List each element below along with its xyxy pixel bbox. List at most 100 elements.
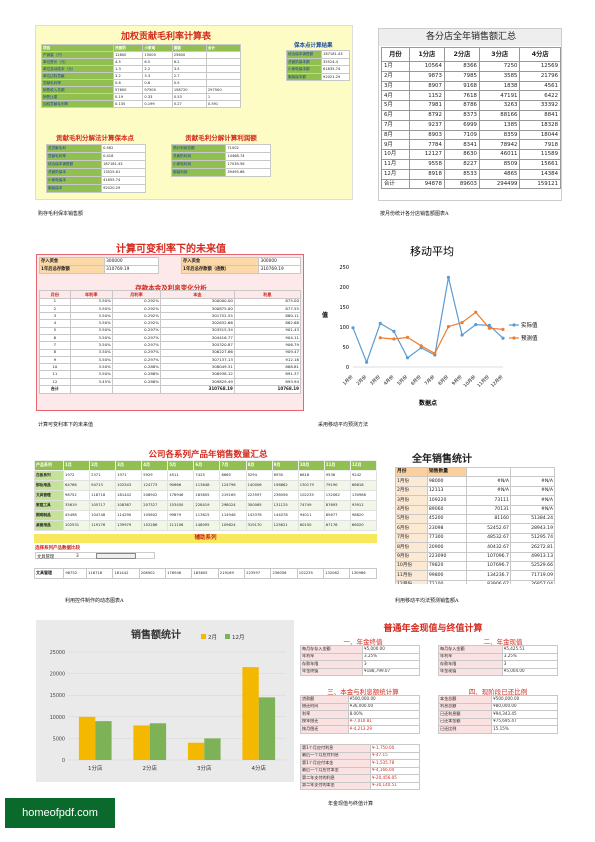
table-cell: 158720 [171, 86, 207, 94]
table-cell: ¥5,000.00 [362, 645, 420, 654]
total-row: 合计 310768.19 10768.19 [39, 385, 302, 394]
table-row: 1 3.50% 0.292% 300000.00 875.00 [39, 297, 302, 306]
table-cell: 909.47 [233, 348, 302, 357]
table-cell: 13525.61 [101, 168, 146, 177]
table-cell: 309829.49 [159, 377, 235, 387]
table-cell: ¥-4,166.04 [369, 766, 421, 775]
summary-cell: 181442 [112, 568, 140, 579]
chart-title: 销售额统计 [131, 628, 181, 641]
table-cell: 3月份 [395, 495, 428, 506]
table-cell: 45200 [426, 513, 468, 525]
table-cell: 利率 [300, 710, 349, 719]
table-cell: 125621 [271, 520, 299, 531]
table-row: 洗面奶保本 13525.61 [45, 168, 146, 177]
table-cell: 3.50% [69, 370, 113, 379]
table-cell: 877.55 [233, 304, 302, 314]
table-cell: 最后一个月应付本金 [300, 766, 371, 775]
header-cell: 洗面奶 [113, 44, 144, 52]
table-cell: 6930 [271, 470, 299, 481]
table-cell: 服装保本 [45, 184, 103, 193]
table-cell: ¥36,000.00 [347, 702, 421, 711]
legend-label: 预测值 [521, 334, 538, 342]
table-cell: 0.19 [113, 93, 144, 101]
table-cell: 39495.68 [225, 168, 271, 177]
table-row: 洗面奶利润 14468.74 [170, 152, 271, 161]
table-cell: 第二年支付的利息 [300, 774, 371, 783]
table-cell: 洗面奶保本 [45, 168, 103, 177]
table-cell: 7 [39, 341, 71, 350]
annuity-present-table: 每月存入金额 ¥5,425.51 年利率 3.25% 存款年限 3 年金现值 ¥5,004.0… [438, 645, 559, 676]
table-cell: 年利率 [438, 652, 503, 661]
table-cell: 6月 [381, 109, 410, 121]
table-row: 11月 9558 8227 8509 15661 [381, 158, 561, 170]
header-cell: 8月 [245, 460, 273, 471]
table-cell: 1972 [63, 470, 91, 481]
table-row: 存款年限 3 [299, 660, 420, 669]
table-cell: 888.81 [233, 363, 302, 372]
series-point [405, 335, 410, 339]
table-cell: 12月 [381, 168, 410, 180]
table-cell: 1年后总存款额 [38, 265, 106, 274]
table-cell: 47191 [478, 90, 521, 102]
table-cell: 6999 [443, 119, 480, 131]
y-tick-label: 250 [339, 265, 349, 271]
total-cell: 310768.19 [159, 385, 235, 394]
y-tick-label: 0 [346, 365, 349, 371]
table-cell: 130179 [297, 480, 325, 491]
bar-1 [149, 723, 167, 760]
table-cell: 14468.74 [225, 152, 271, 161]
table-cell: 124773 [141, 480, 169, 491]
summary-cell: 130986 [349, 568, 377, 579]
bar-1 [95, 721, 112, 760]
table-cell: 3.25% [501, 652, 559, 661]
table-cell: 3.25% [362, 652, 420, 661]
table-row: 10月份 79820 107696.7 52529.66 [395, 560, 556, 572]
table-cell: 9月份 [395, 551, 428, 562]
table-cell: 107096.7 [466, 551, 511, 562]
table-cell: 0.297% [111, 348, 161, 357]
table-cell: 1月 [381, 61, 410, 72]
table-cell: 8792 [408, 109, 445, 121]
x-tick-label: 10月份 [462, 373, 478, 389]
selector-index[interactable]: 3 [76, 554, 79, 559]
table-cell: 0.292% [111, 297, 161, 306]
table-cell: 9536 [323, 470, 351, 481]
table-cell: 11 [39, 370, 71, 379]
table-row: 贷款额 ¥500,000.00 [300, 695, 421, 704]
table-cell: 4 [39, 319, 71, 328]
table-cell: 26272.81 [509, 542, 556, 553]
table-cell: 114290 [115, 510, 143, 521]
table-cell: 3.45% [69, 377, 113, 387]
table-cell: 第二年支付的本金 [300, 781, 371, 790]
table-cell: 105602 [141, 510, 169, 521]
table-row: 第1个月应付利息 ¥-1,750.00 [300, 744, 421, 753]
table-row: 9月份 223090 107096.7 49913.13 [395, 551, 556, 562]
table-cell: 3.2 [113, 72, 144, 80]
table-row: 9月 7784 8341 78942 7918 [381, 139, 561, 151]
header-row: 月份 销售数量 [395, 466, 556, 478]
x-tick-label: 2月份 [355, 373, 369, 387]
series-point [474, 323, 478, 327]
table-cell: 3.50% [69, 355, 113, 365]
break-even-table: 综合保本销售额 187181.43 洗面奶保本额 35524.4 小家电保本额 61635… [285, 50, 350, 81]
table-row: 单位售价（元） 4.5 6.5 6.2 [40, 58, 242, 66]
table-cell: 8341 [443, 139, 480, 151]
brand-logo[interactable]: homeofpdf.com [5, 798, 115, 828]
spin-control[interactable] [96, 553, 136, 559]
table-cell: ¥-7,010.81 [347, 717, 421, 726]
table-row: 已还本金额 ¥75,695.47 [437, 717, 558, 726]
table-cell: 0.288% [111, 363, 161, 372]
table-cell: 0.33 [142, 93, 173, 101]
panel-future-value: 计算可变利率下的未来值 存入资金 300000 1年后总存款额 310769.19 存… [36, 237, 304, 412]
table-cell: 6422 [519, 90, 561, 102]
series-point [460, 321, 464, 325]
legend-swatch [201, 634, 206, 639]
table-cell: 8366 [443, 61, 480, 72]
table-cell: 0.199 [142, 100, 173, 108]
table-cell: 服装保本额 [285, 72, 323, 81]
x-tick-label: 4分店 [252, 764, 267, 772]
header-cell: 4月 [141, 460, 169, 471]
bar-0 [187, 742, 205, 760]
table-row: 预计利润总额 71002 [170, 144, 271, 153]
table-cell [205, 79, 242, 87]
